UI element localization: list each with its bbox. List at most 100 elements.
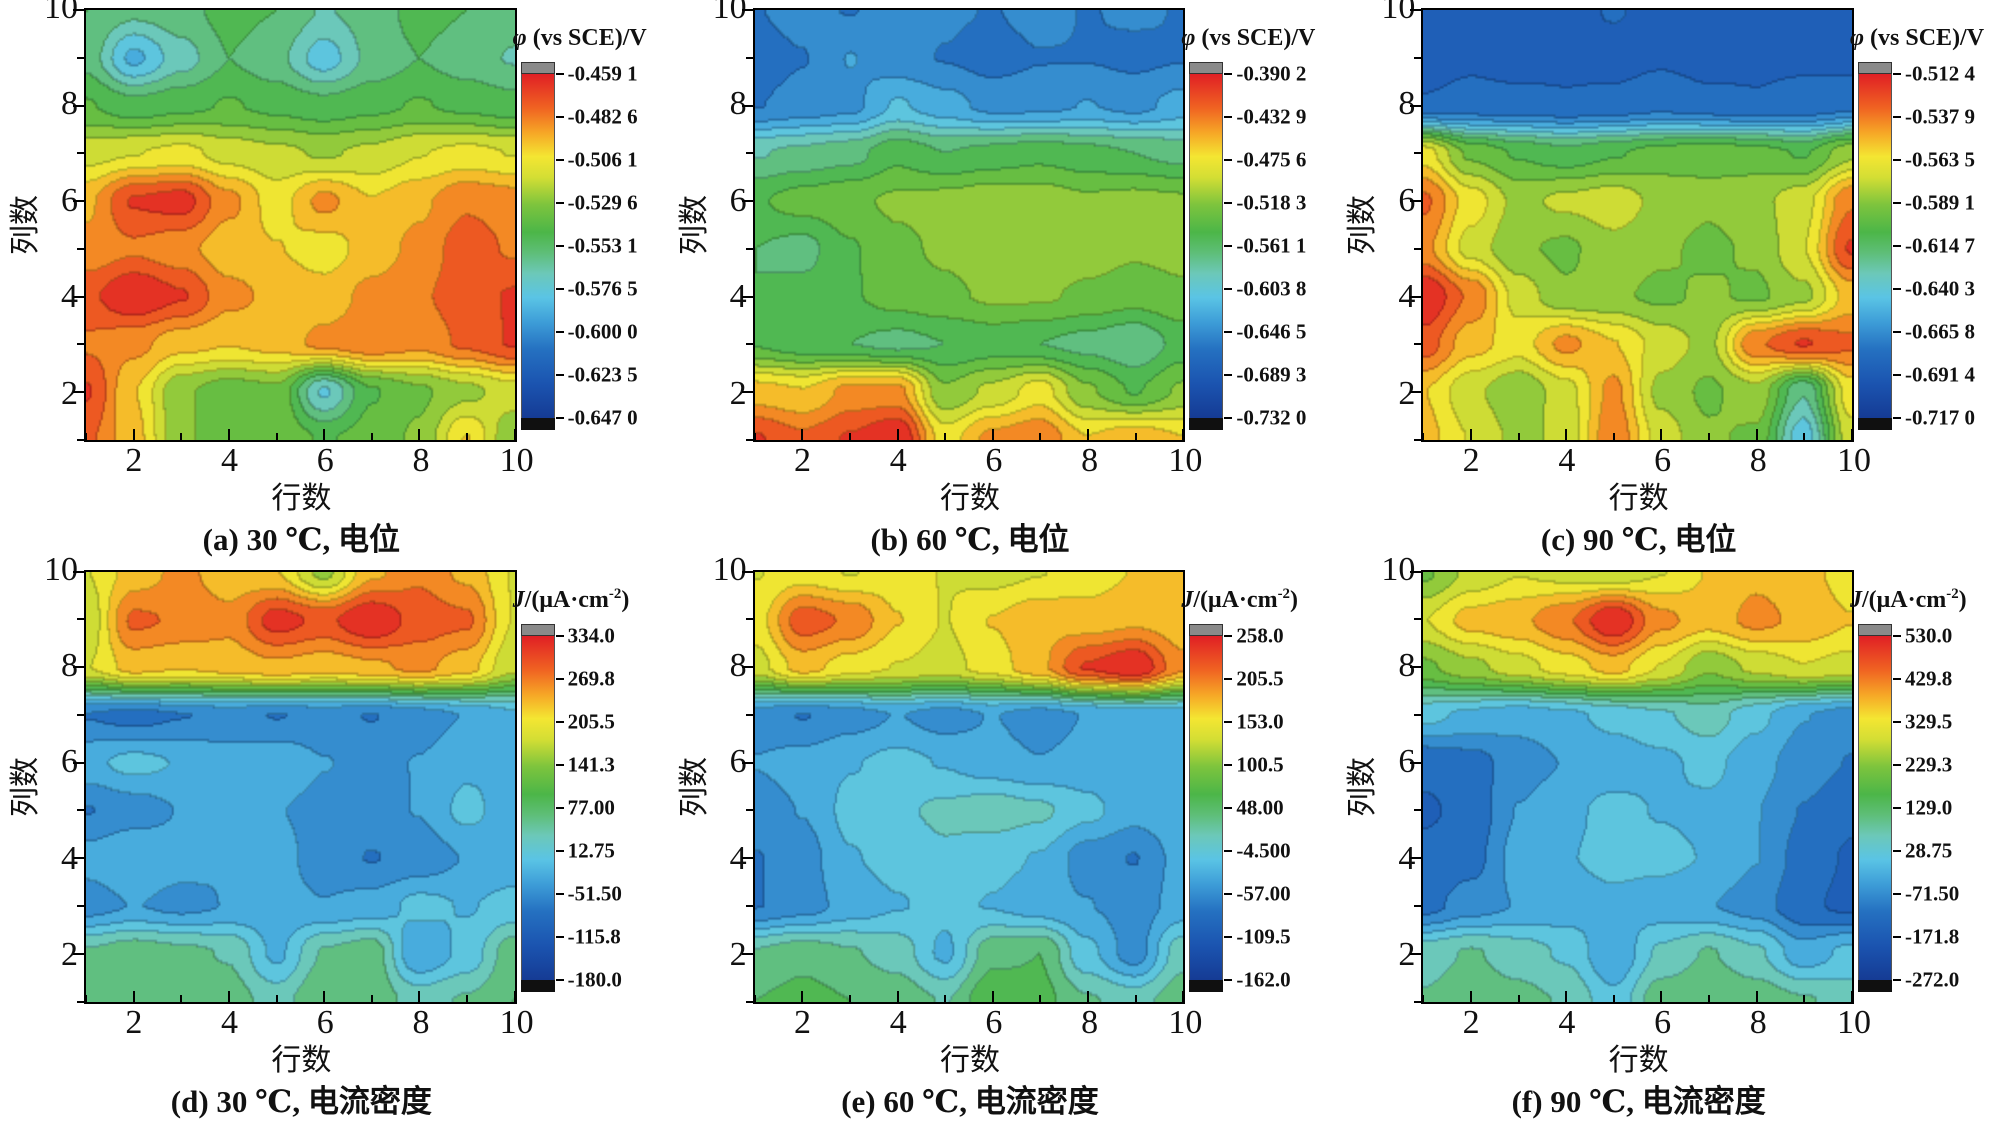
y-major-tick xyxy=(73,200,84,203)
colorbar-unit: (vs SCE)/V xyxy=(526,25,647,51)
y-minor-tick xyxy=(77,152,84,155)
x-minor-tick xyxy=(848,994,851,1002)
colorbar-unit-sup: -2 xyxy=(608,585,622,602)
x-minor-tick xyxy=(944,994,947,1002)
x-minor-tick xyxy=(370,994,373,1002)
y-tick-label: 6 xyxy=(61,743,78,781)
contour-canvas xyxy=(86,571,515,1002)
colorbar-tick-label: 329.5 xyxy=(1905,709,1953,733)
colorbar-tick-label: -57.00 xyxy=(1236,881,1291,905)
colorbar-symbol: φ xyxy=(512,25,527,51)
colorbar: 258.0 205.5 153.0 100.5 48.00 -4.500 -57.00 -10… xyxy=(1189,623,1291,992)
colorbar-tick-label: -0.482 6 xyxy=(567,104,638,129)
x-major-tick xyxy=(1087,990,1090,1002)
colorbar-tick xyxy=(1893,892,1901,895)
colorbar-tick-label: -180.0 xyxy=(567,967,622,991)
colorbar-gradient xyxy=(1189,74,1224,418)
panel-c: 列数 10 8 6 4 2 2 4 6 8 10 行数 (c) 90 ℃, 电位 φ (vs S… xyxy=(1337,0,2006,570)
colorbar-tick-label: -0.506 1 xyxy=(567,147,638,172)
colorbar-tick xyxy=(555,978,564,981)
x-minor-tick xyxy=(1612,433,1615,440)
y-tick-label: 8 xyxy=(729,646,747,684)
colorbar-tick xyxy=(1224,245,1233,247)
x-tick-label: 10 xyxy=(499,1003,534,1041)
colorbar-tick xyxy=(1893,634,1901,637)
colorbar-tick xyxy=(1224,720,1233,723)
colorbar-tick-label: -0.614 7 xyxy=(1905,233,1975,258)
colorbar-tick-label: -0.623 5 xyxy=(567,362,638,387)
colorbar-unit-sup: -2 xyxy=(1277,585,1290,602)
y-tick-label: 6 xyxy=(729,743,747,781)
x-tick-label: 8 xyxy=(1749,442,1767,479)
x-major-tick xyxy=(991,429,994,440)
colorbar-tick-label: -162.0 xyxy=(1236,967,1291,991)
colorbar-tick-label: -0.518 3 xyxy=(1236,190,1307,215)
y-tick-label: 4 xyxy=(61,839,78,877)
colorbar-tick-label: 153.0 xyxy=(1236,709,1284,733)
colorbar-tick xyxy=(1893,73,1901,75)
x-tick-label: 10 xyxy=(1168,442,1203,479)
y-axis-tick-labels: 10 8 6 4 2 xyxy=(707,0,753,442)
colorbar-unit: (vs SCE)/V xyxy=(1195,25,1316,51)
y-tick-label: 2 xyxy=(729,936,747,974)
colorbar-tick xyxy=(555,720,564,723)
colorbar-title: φ (vs SCE)/V xyxy=(1181,24,1315,52)
panel-e: 列数 10 8 6 4 2 2 4 6 8 10 行数 (e) 60 ℃, 电流密度 J/(μA… xyxy=(669,552,1338,1131)
colorbar-tick-label: -0.563 5 xyxy=(1905,147,1975,172)
y-tick-label: 4 xyxy=(729,278,747,316)
x-major-tick xyxy=(1182,990,1185,1002)
colorbar-tick xyxy=(1893,331,1901,333)
x-minor-tick xyxy=(466,994,469,1002)
y-minor-tick xyxy=(745,904,753,907)
colorbar-tick-label: -0.640 3 xyxy=(1905,276,1975,301)
y-major-tick xyxy=(73,104,84,107)
colorbar-tick xyxy=(1224,978,1233,981)
colorbar-tick xyxy=(555,935,564,938)
colorbar-tick xyxy=(1224,417,1233,419)
colorbar-tick xyxy=(555,374,564,376)
y-minor-tick xyxy=(745,152,753,155)
colorbar-underflow-cap xyxy=(1858,979,1892,992)
colorbar-tick xyxy=(555,159,564,161)
y-tick-label: 2 xyxy=(61,936,78,974)
y-tick-label: 8 xyxy=(61,646,78,684)
colorbar-tick xyxy=(1893,978,1901,981)
colorbar-tick xyxy=(1893,806,1901,809)
y-major-tick xyxy=(73,570,84,573)
y-tick-label: 6 xyxy=(1398,181,1416,219)
x-axis-label: 行数 xyxy=(271,482,332,515)
x-axis-tick-labels: 2 4 6 8 10 xyxy=(86,442,533,482)
colorbar-unit-post: ) xyxy=(1958,586,1967,613)
y-minor-tick xyxy=(1414,152,1422,155)
colorbar-tick xyxy=(555,417,564,419)
contour-plot xyxy=(73,569,517,1004)
y-minor-tick xyxy=(745,618,753,621)
contour-plot xyxy=(1410,569,1854,1004)
y-major-tick xyxy=(741,570,753,573)
colorbar-overflow-cap xyxy=(1189,623,1224,636)
x-minor-tick xyxy=(1422,994,1425,1002)
contour-plot xyxy=(73,8,517,442)
y-minor-tick xyxy=(745,809,753,812)
x-minor-tick xyxy=(1039,433,1042,440)
x-tick-label: 10 xyxy=(1837,1003,1871,1041)
y-minor-tick xyxy=(77,247,84,250)
colorbar-tick xyxy=(1893,245,1901,247)
y-axis-label: 列数 xyxy=(1346,756,1380,817)
colorbar-tick xyxy=(555,73,564,75)
colorbar-tick-label: 429.8 xyxy=(1905,666,1953,690)
x-tick-label: 4 xyxy=(889,1003,907,1041)
colorbar-title: φ (vs SCE)/V xyxy=(1850,24,1984,52)
colorbar-tick xyxy=(1224,331,1233,333)
colorbar-tick xyxy=(1224,73,1233,75)
colorbar-tick-label: -0.665 8 xyxy=(1905,319,1975,344)
colorbar-tick xyxy=(1224,116,1233,118)
y-major-tick xyxy=(741,952,753,955)
contour-canvas xyxy=(86,10,515,440)
x-tick-label: 10 xyxy=(1837,442,1871,479)
y-minor-tick xyxy=(77,343,84,346)
y-major-tick xyxy=(1410,570,1422,573)
y-tick-label: 6 xyxy=(61,181,78,219)
colorbar-symbol: J xyxy=(512,586,525,613)
colorbar-unit: /(μA·cm xyxy=(1862,586,1947,613)
